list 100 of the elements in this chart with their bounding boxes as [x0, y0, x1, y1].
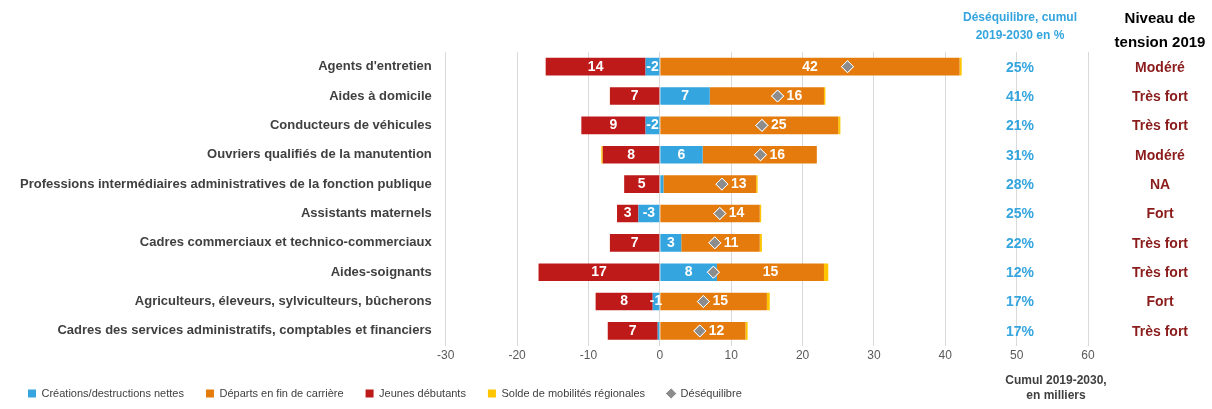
- bar: [745, 322, 748, 340]
- bar: [709, 87, 824, 105]
- data-label: 6: [677, 145, 686, 162]
- bar: [624, 175, 660, 193]
- point: [696, 295, 710, 309]
- data-label: -3: [642, 204, 656, 221]
- x-tick-label: 0: [656, 348, 664, 363]
- legend-label: Jeunes débutants: [379, 386, 467, 399]
- annotation: 41%: [1005, 87, 1035, 104]
- bar: [545, 57, 646, 76]
- bar: [716, 263, 824, 282]
- data-label: 8: [684, 263, 693, 280]
- bar: [823, 263, 829, 282]
- x-tick-label: 50: [1009, 348, 1024, 363]
- data-label: 11: [723, 233, 739, 250]
- bar: [660, 57, 960, 76]
- data-label: 42: [802, 57, 818, 74]
- annotation: 17%: [1005, 293, 1035, 310]
- text: Modéré: [1135, 146, 1186, 163]
- x-tick-label: -10: [579, 348, 598, 363]
- annotation: 7: [628, 321, 637, 338]
- text: Très fort: [1131, 322, 1189, 339]
- x-tick-label: 30: [867, 348, 881, 363]
- data-label: 7: [681, 86, 690, 103]
- y-tick-label: Cadres commerciaux et technico-commerciaux: [139, 234, 433, 250]
- text: NA: [1149, 175, 1171, 192]
- bar: [538, 263, 660, 282]
- point: [753, 148, 767, 162]
- text: Très fort: [1131, 117, 1189, 134]
- text: Fort: [1146, 205, 1174, 222]
- bar: [609, 87, 660, 105]
- y-tick-label: Agents d'entretien: [318, 58, 432, 74]
- point: [755, 118, 769, 132]
- bar: [660, 204, 760, 223]
- data-label: 16: [769, 145, 786, 162]
- bar: [663, 175, 757, 193]
- x-tick-label: -30: [437, 348, 455, 363]
- data-label: 15: [762, 263, 779, 280]
- legend-label: Créations/destructions nettes: [41, 386, 185, 399]
- data-label: 12: [708, 321, 725, 338]
- y-tick-label: Ouvriers qualifiés de la manutention: [207, 146, 432, 162]
- point: [693, 324, 707, 338]
- legend-label: Solde de mobilités régionales: [501, 386, 646, 399]
- text: Déséquilibre, cumul 2019-2030 en %: [962, 10, 1078, 43]
- x-tick-label: 20: [795, 348, 810, 363]
- point: [708, 236, 722, 250]
- annotation: 31%: [1005, 146, 1035, 163]
- text: Très fort: [1131, 264, 1189, 281]
- y-tick-label: Aides à domicile: [329, 87, 432, 103]
- bar: [660, 292, 767, 311]
- y-tick-label: Professions intermédiaires administratives de la fonction publique: [19, 175, 432, 191]
- y-tick-label: Aides-soignants: [330, 263, 432, 279]
- text: Très fort: [1131, 87, 1189, 104]
- text: Fort: [1146, 293, 1174, 310]
- x-tick-label: 40: [938, 348, 953, 363]
- bar: [660, 175, 664, 193]
- x-tick-label: 10: [724, 348, 739, 363]
- text: Modéré: [1135, 58, 1186, 75]
- bar: [702, 145, 817, 164]
- bar: [607, 322, 658, 340]
- data-label: 3: [666, 233, 675, 250]
- bar: [660, 322, 746, 340]
- legend-label: Déséquilibre: [680, 386, 742, 399]
- annotation: 14: [587, 57, 604, 74]
- annotation: 9: [609, 116, 618, 133]
- y-tick-label: Conducteurs de véhicules: [269, 116, 432, 132]
- annotation: 5: [637, 174, 646, 191]
- text: Très fort: [1131, 234, 1189, 251]
- bar: [681, 234, 760, 252]
- bar: [581, 116, 646, 135]
- data-label: -2: [646, 116, 659, 133]
- text: Niveau de tension 2019: [1114, 9, 1206, 51]
- legend-label: Départs en fin de carrière: [219, 386, 344, 399]
- data-label: 14: [728, 204, 745, 221]
- point: [715, 177, 729, 191]
- annotation: 21%: [1005, 117, 1035, 134]
- annotation: 17: [591, 263, 607, 280]
- bar: [759, 234, 762, 252]
- data-label: 13: [730, 174, 747, 191]
- annotation: 7: [630, 86, 639, 103]
- annotation: 8: [627, 145, 636, 162]
- annotation: 12%: [1005, 264, 1035, 281]
- annotation: 8: [620, 292, 629, 309]
- x-tick-label: 60: [1081, 348, 1095, 363]
- annotation: 22%: [1005, 234, 1035, 251]
- data-label: 16: [786, 86, 803, 103]
- annotation: 7: [630, 233, 639, 250]
- y-tick-label: Cadres des services administratifs, comptables et financiers: [57, 322, 432, 338]
- data-label: -2: [646, 57, 659, 74]
- bar: [660, 145, 703, 164]
- bar: [609, 234, 660, 252]
- point: [841, 60, 855, 74]
- x-axis-title: Cumul 2019-2030, en milliers: [1005, 373, 1107, 403]
- annotation: 17%: [1005, 322, 1035, 339]
- y-tick-label: Assistants maternels: [300, 205, 432, 221]
- annotation: 28%: [1005, 175, 1035, 192]
- bar: [660, 87, 710, 105]
- annotation: 3: [623, 204, 632, 221]
- annotation: 25%: [1005, 58, 1035, 75]
- bar: [766, 292, 770, 311]
